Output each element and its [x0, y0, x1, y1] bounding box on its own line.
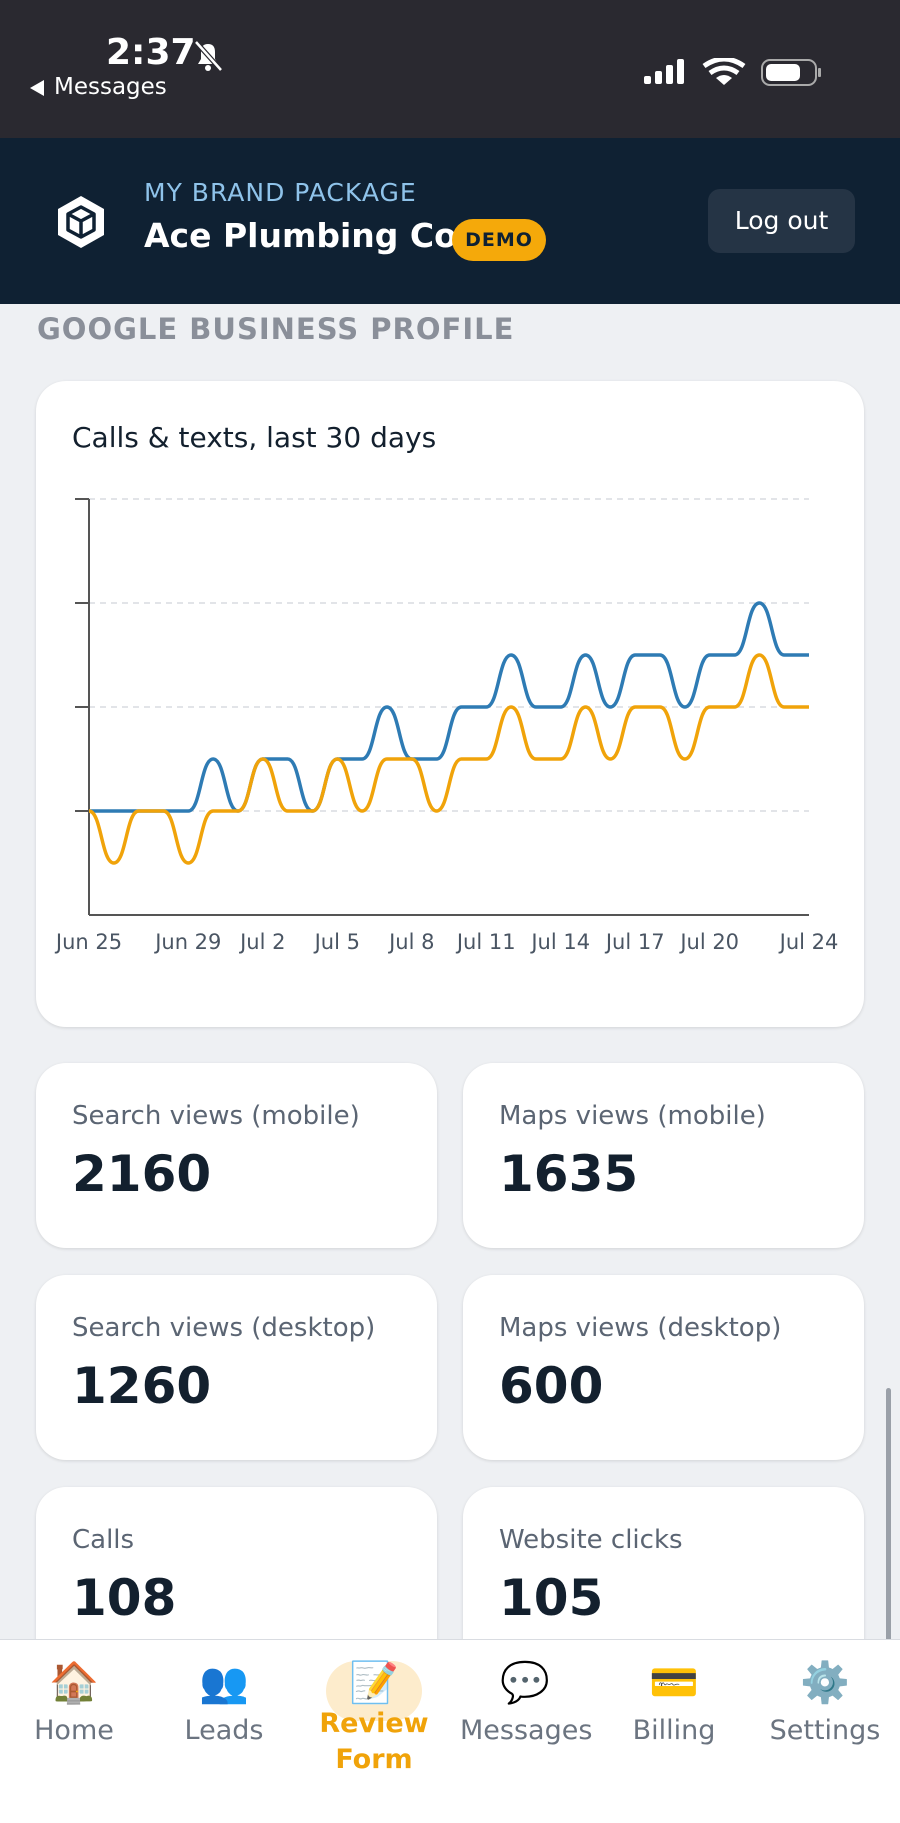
- logo: [58, 196, 104, 248]
- nav-icon: ⚙️: [800, 1660, 850, 1706]
- nav-icon: 🏠: [49, 1660, 99, 1706]
- nav-icon: 👥: [199, 1660, 249, 1706]
- nav-highlight: [326, 1661, 422, 1721]
- brand-name: Ace Plumbing Co.: [144, 216, 470, 255]
- chart-title: Calls & texts, last 30 days: [72, 421, 437, 454]
- nav-label: Settings: [769, 1715, 881, 1746]
- stat-card: Maps views (desktop) 600: [463, 1275, 864, 1460]
- nav-icon: 📝: [349, 1660, 399, 1706]
- x-tick-label: Jul 20: [678, 930, 739, 954]
- system-icons: [644, 58, 821, 86]
- stat-label: Search views (desktop): [72, 1313, 376, 1343]
- x-tick-label: Jul 8: [387, 930, 434, 954]
- nav-label: Messages: [460, 1715, 593, 1746]
- stat-label: Search views (mobile): [72, 1101, 360, 1131]
- scrollbar: [886, 1388, 891, 1719]
- x-tick-label: Jul 17: [604, 930, 665, 954]
- chart: Jun 25 Jun 29 Jul 2 Jul 5 Jul 8 Jul 11 Jul 14 J…: [54, 498, 839, 954]
- stat-label: Maps views (desktop): [499, 1313, 782, 1343]
- stat-card: Maps views (mobile) 1635: [463, 1063, 864, 1248]
- stat-label: Website clicks: [499, 1525, 683, 1555]
- app-header: MY BRAND PACKAGE Ace Plumbing Co. DEMO L…: [0, 138, 900, 304]
- demo-badge: DEMO: [452, 219, 546, 261]
- nav-label: Leads: [184, 1715, 264, 1746]
- nav-icon: 💬: [500, 1660, 550, 1706]
- status-bar: 2:37 Messages: [0, 0, 900, 138]
- clock: 2:37: [106, 32, 196, 73]
- x-tick-label: Jul 14: [529, 930, 590, 954]
- logout-button[interactable]: Log out: [708, 189, 855, 253]
- stat-card: Search views (desktop) 1260: [36, 1275, 437, 1460]
- x-tick-label: Jun 29: [153, 930, 221, 954]
- back-link[interactable]: Messages: [54, 74, 167, 100]
- x-tick-label: Jun 25: [54, 930, 122, 954]
- nav-label: Review Form: [319, 1708, 429, 1775]
- mute-icon: [194, 40, 223, 72]
- stat-label: Maps views (mobile): [499, 1101, 766, 1131]
- stat-value: 2160: [72, 1145, 212, 1203]
- x-tick-label: Jul 2: [238, 930, 285, 954]
- x-tick-label: Jul 5: [313, 930, 360, 954]
- stat-label: Calls: [72, 1525, 135, 1555]
- stat-card: Search views (mobile) 2160: [36, 1063, 437, 1248]
- chart-card: Jun 25 Jun 29 Jul 2 Jul 5 Jul 8 Jul 11 Jul 14 J…: [36, 381, 864, 1027]
- line-series: [89, 601, 809, 813]
- section-title: GOOGLE BUSINESS PROFILE: [37, 312, 515, 346]
- line-series: [88, 653, 809, 865]
- stat-value: 108: [72, 1569, 177, 1627]
- nav-icon: 💳: [649, 1660, 699, 1706]
- stat-value: 1260: [72, 1357, 212, 1415]
- nav-label: Home: [34, 1715, 114, 1746]
- bottom-nav: 🏠 Home 👥 Leads 📝 Review Form 💬 Messages 💳 Billing…: [0, 1639, 900, 1823]
- x-tick-label: Jul 11: [455, 930, 516, 954]
- eyebrow: MY BRAND PACKAGE: [144, 178, 417, 207]
- stat-value: 105: [499, 1569, 604, 1627]
- stat-value: 1635: [499, 1145, 639, 1203]
- nav-label: Billing: [632, 1715, 716, 1746]
- x-tick-label: Jul 24: [778, 930, 839, 954]
- back-arrow: [30, 80, 44, 96]
- stat-value: 600: [499, 1357, 604, 1415]
